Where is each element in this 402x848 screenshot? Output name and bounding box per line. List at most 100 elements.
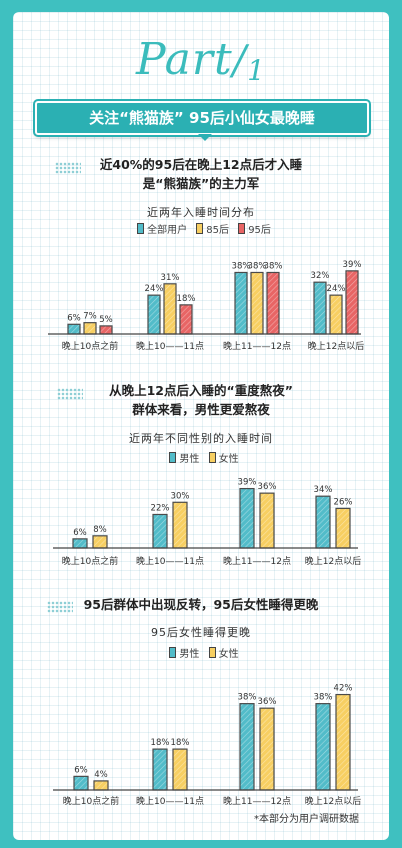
bar <box>72 538 88 549</box>
bar <box>73 775 89 791</box>
legend-label: 男性 <box>179 649 200 660</box>
category-label: 晚上11——12点 <box>223 556 291 567</box>
category-label: 晚上10点之前 <box>62 340 118 352</box>
category-label: 晚上10——11点 <box>136 796 204 807</box>
bar <box>315 703 331 791</box>
category-label: 晚上12点以后 <box>308 341 364 352</box>
bar <box>239 487 255 549</box>
data-label: 26% <box>334 497 353 507</box>
data-label: 38% <box>232 261 251 271</box>
category-label: 晚上12点以后 <box>305 796 361 807</box>
dots-decoration <box>47 601 73 613</box>
bar <box>313 281 327 335</box>
chart3-title: 95后女性睡得更晚 <box>151 626 251 639</box>
category-label: 晚上11——12点 <box>223 341 291 352</box>
data-label: 34% <box>314 485 333 495</box>
banner-pointer <box>198 134 212 141</box>
heading-line: 从晚上12点后入睡的“重度熬夜” <box>109 383 293 398</box>
data-label: 6% <box>67 313 81 323</box>
chart1-legend: 全部用户 85后 95后 <box>13 221 389 236</box>
data-label: 38% <box>248 261 267 271</box>
bar <box>315 495 331 549</box>
data-label: 38% <box>314 693 333 703</box>
bar <box>92 535 108 549</box>
bar <box>329 294 343 335</box>
data-label: 8% <box>93 525 107 535</box>
chart2-title: 近两年不同性别的入睡时间 <box>129 432 273 445</box>
section1-heading: 近40%的95后在晚上12点后才入睡 是“熊猫族”的主力军 <box>13 155 389 193</box>
data-label: 18% <box>177 294 196 304</box>
data-label: 7% <box>83 312 97 322</box>
part-slash: / <box>232 38 248 84</box>
bar <box>172 748 188 791</box>
bar <box>335 507 351 549</box>
data-label: 39% <box>343 260 362 270</box>
infographic-card: Part/1 关注“熊猫族” 95后小仙女最晚睡 近40%的95后在晚上12点后… <box>13 12 389 840</box>
data-label: 31% <box>161 273 180 283</box>
data-label: 39% <box>238 478 257 488</box>
heading-line: 群体来看，男性更爱熬夜 <box>132 402 270 417</box>
dots-decoration <box>55 162 81 174</box>
part-word: Part <box>136 34 233 85</box>
chart1-title: 近两年入睡时间分布 <box>147 206 255 219</box>
legend-label: 男性 <box>179 454 200 465</box>
data-label: 4% <box>94 770 108 780</box>
data-label: 6% <box>73 528 87 538</box>
data-label: 36% <box>258 697 277 707</box>
bar <box>83 322 97 335</box>
chart1-plot: 6% 7% 5%晚上10点之前24%31%18%晚上10——11点38%38%38%… <box>48 260 364 352</box>
bar <box>67 323 81 335</box>
legend-label: 95后 <box>248 225 271 236</box>
bar <box>172 501 188 549</box>
bar <box>179 304 193 335</box>
data-label: 36% <box>258 482 277 492</box>
bar <box>93 780 109 791</box>
data-label: 5% <box>99 315 113 325</box>
legend-swatch-yellow <box>196 223 204 234</box>
data-label: 32% <box>311 271 330 281</box>
bar <box>152 748 168 791</box>
category-label: 晚上11——12点 <box>223 796 291 807</box>
bar <box>163 283 177 335</box>
data-label: 30% <box>171 491 190 501</box>
data-label: 22% <box>151 503 170 513</box>
data-label: 24% <box>145 284 164 294</box>
bar <box>99 325 113 335</box>
section2-heading: 从晚上12点后入睡的“重度熬夜” 群体来看，男性更爱熬夜 <box>13 381 389 419</box>
dots-decoration <box>57 388 83 400</box>
bar <box>259 707 275 791</box>
data-label: 38% <box>238 693 257 703</box>
data-label: 24% <box>327 284 346 294</box>
legend-swatch-yellow <box>208 647 216 658</box>
part-number: 1 <box>247 54 266 87</box>
heading-line: 近40%的95后在晚上12点后才入睡 <box>99 157 303 172</box>
legend-swatch-red <box>238 223 246 234</box>
data-label: 42% <box>334 684 353 694</box>
data-label: 6% <box>74 765 88 775</box>
section-banner: 关注“熊猫族” 95后小仙女最晚睡 <box>35 101 369 135</box>
heading-line: 95后群体中出现反转，95后女性睡得更晚 <box>83 597 319 612</box>
category-label: 晚上12点以后 <box>305 556 361 567</box>
legend-swatch-teal <box>169 647 177 658</box>
category-label: 晚上10点之前 <box>62 555 118 567</box>
bar <box>345 270 359 335</box>
legend-swatch-yellow <box>208 452 216 463</box>
legend-label: 女性 <box>218 649 239 660</box>
category-label: 晚上10——11点 <box>136 556 204 567</box>
legend-swatch-teal <box>137 223 145 234</box>
bar <box>335 693 351 791</box>
bar <box>239 703 255 791</box>
data-label: 18% <box>151 738 170 748</box>
category-label: 晚上10点之前 <box>63 795 119 807</box>
legend-label: 85后 <box>206 225 229 236</box>
footnote: *本部分为用户调研数据 <box>254 814 359 825</box>
chart2-legend: 男性 女性 <box>13 450 389 465</box>
category-label: 晚上10——11点 <box>136 341 204 352</box>
bar <box>259 492 275 549</box>
bar <box>266 271 280 335</box>
data-label: 38% <box>264 261 283 271</box>
legend-label: 全部用户 <box>147 225 188 236</box>
bar <box>234 271 248 335</box>
chart3-legend: 男性 女性 <box>13 645 389 660</box>
